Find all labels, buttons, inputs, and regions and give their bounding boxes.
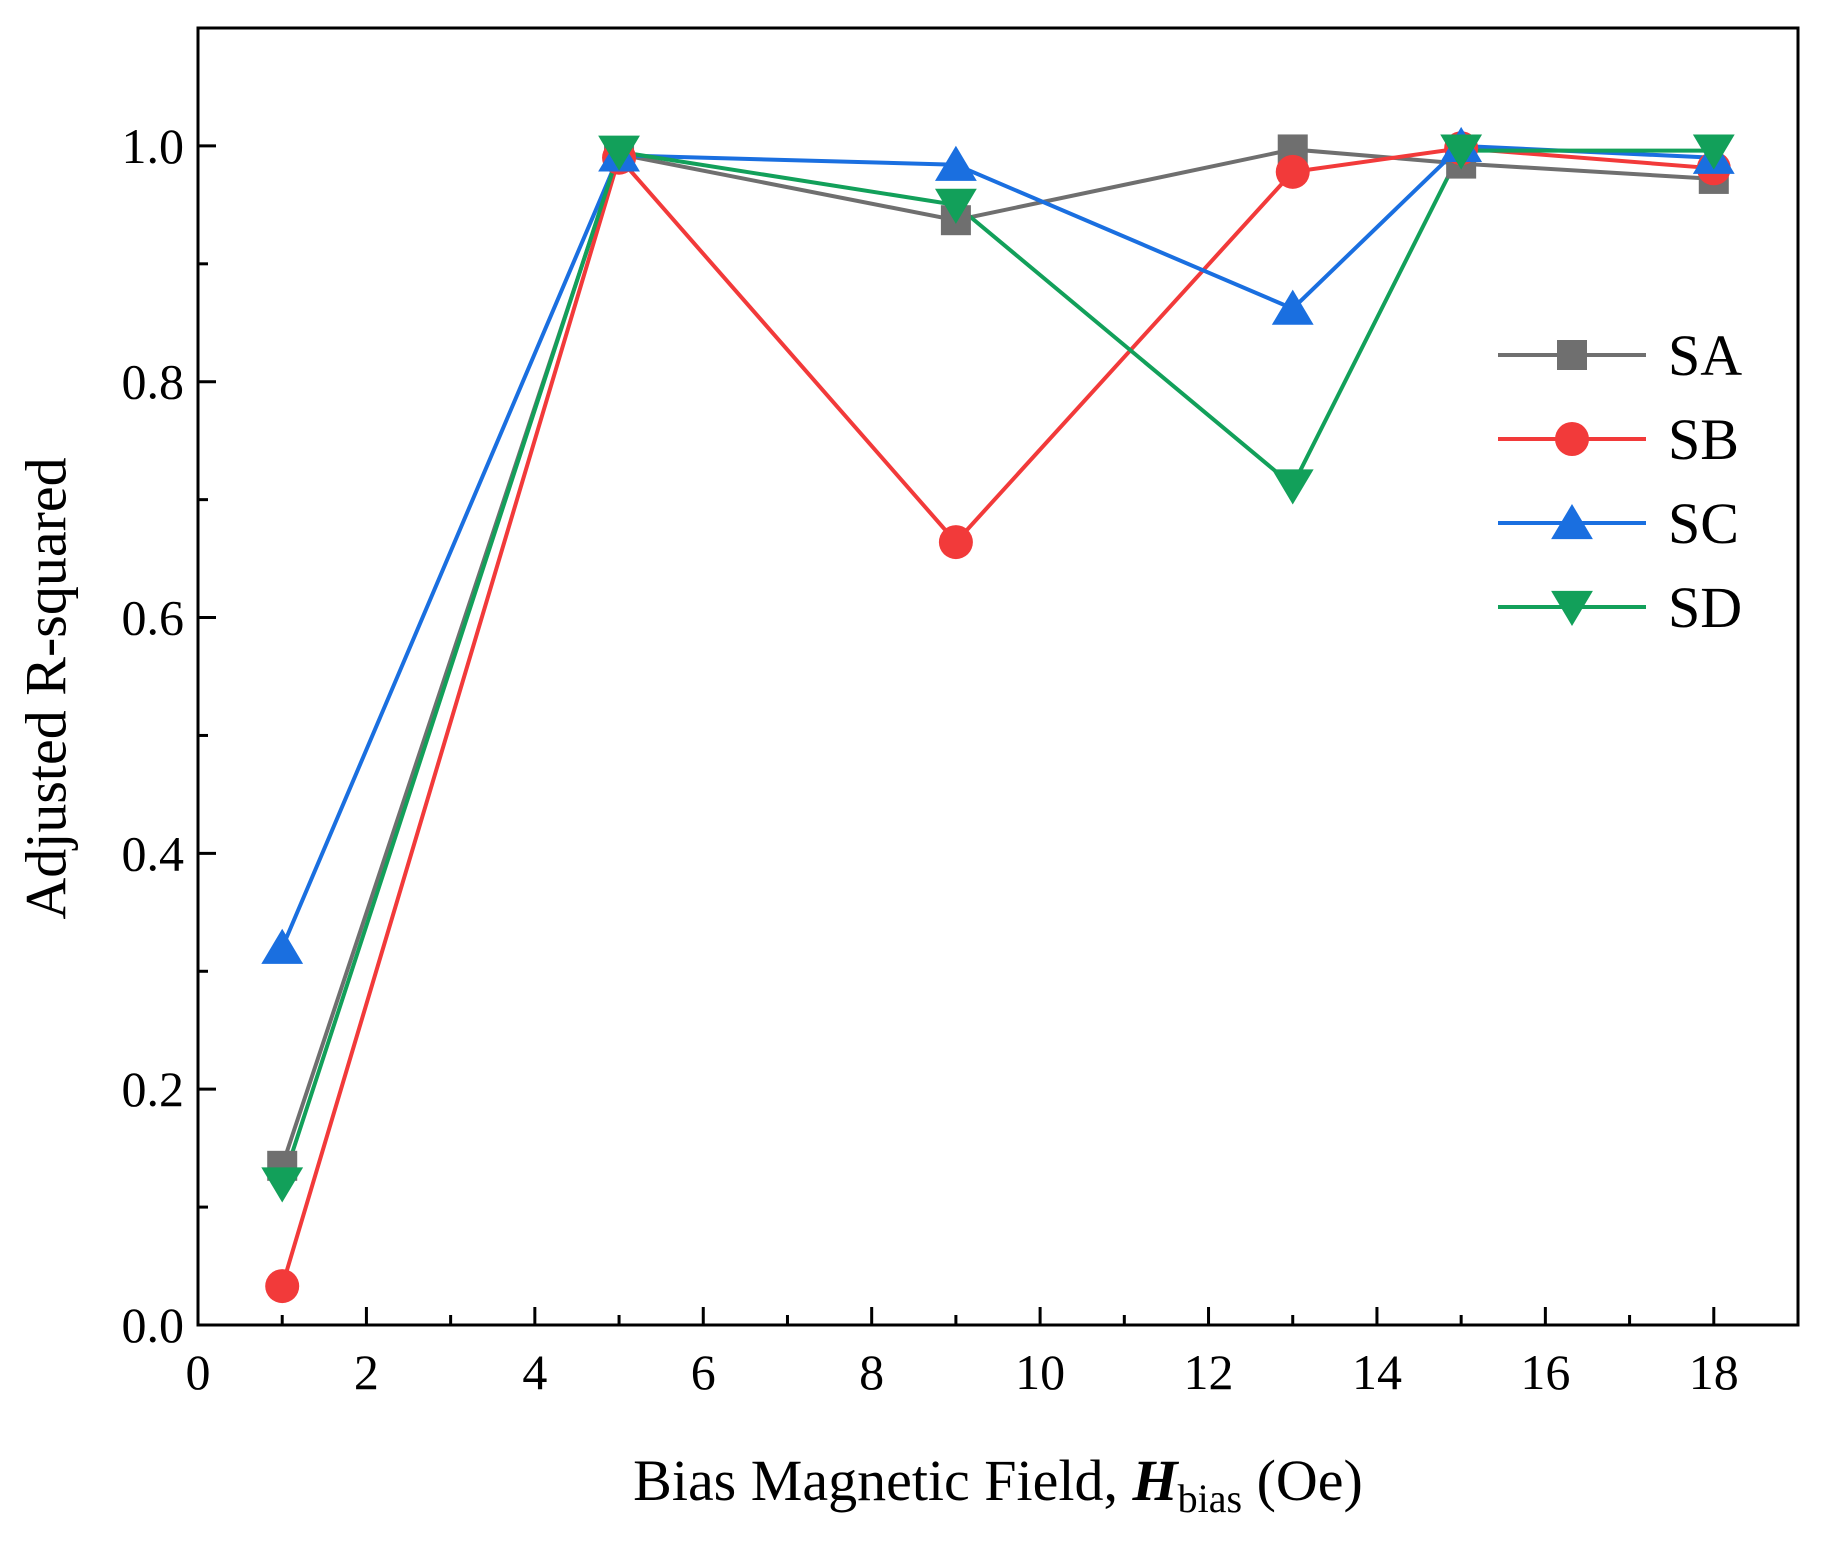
x-axis-title-suffix: (Oe) [1242,1448,1363,1513]
series-line-sd [280,148,1714,1185]
x-tick-label: 16 [1520,1344,1570,1400]
data-point-sb [1275,154,1310,189]
data-point-sd [1692,134,1735,170]
data-point-sd [598,135,640,171]
x-tick-label: 18 [1689,1344,1739,1400]
legend-marker-sa [1557,340,1587,370]
data-point-sd [934,188,977,224]
x-tick-label: 14 [1352,1344,1402,1400]
legend-marker-sb [1555,422,1589,456]
axes-layer: 0 2 4 6 8 10 12 14 16 18 0.0 0.2 0.4 0.6 0.8 1.0 [122,26,1800,1400]
legend-label-sc: SC [1668,491,1739,556]
data-point-sc [934,145,977,181]
data-point-sc [261,928,304,964]
x-tick-label: 8 [859,1344,884,1400]
legend-label-sb: SB [1668,407,1739,472]
data-point-sd [1440,134,1483,170]
y-axis-title: Adjusted R-squared [13,457,78,919]
x-axis-title-prefix: Bias Magnetic Field, [633,1448,1132,1513]
data-point-sd [261,1167,304,1203]
legend-label-sa: SA [1668,323,1742,388]
x-axis-title-symbol: H [1132,1448,1180,1513]
x-tick-label: 10 [1015,1344,1065,1400]
legend-label-sd: SD [1668,575,1742,640]
data-point-sb [265,1269,300,1304]
legend: SA SB SC SD [1498,323,1742,640]
series-line-sc [280,143,1714,949]
series-layer [261,126,1735,1304]
y-tick-label: 0.4 [122,825,185,881]
y-tick-label: 0.6 [122,590,185,646]
x-tick-label: 12 [1184,1344,1234,1400]
x-tick-label: 0 [186,1344,211,1400]
x-tick-label: 4 [522,1344,547,1400]
y-tick-label: 0.2 [122,1061,185,1117]
x-tick-label: 2 [354,1344,379,1400]
data-point-sc [1271,289,1314,325]
series-line-sa [280,147,1714,1167]
x-axis-title: Bias Magnetic Field, Hbias (Oe) [633,1448,1363,1521]
y-tick-label: 0.0 [122,1297,185,1353]
x-axis-title-subscript: bias [1178,1476,1242,1521]
data-point-sd [1271,469,1314,505]
y-tick-label: 1.0 [122,118,185,174]
plot-frame [196,26,1800,1327]
data-point-sb [938,525,973,560]
legend-marker-sc [1551,504,1593,540]
legend-marker-sd [1551,590,1593,626]
y-tick-label: 0.8 [122,354,185,410]
series-line-sb [280,146,1714,1287]
x-tick-label: 6 [691,1344,716,1400]
